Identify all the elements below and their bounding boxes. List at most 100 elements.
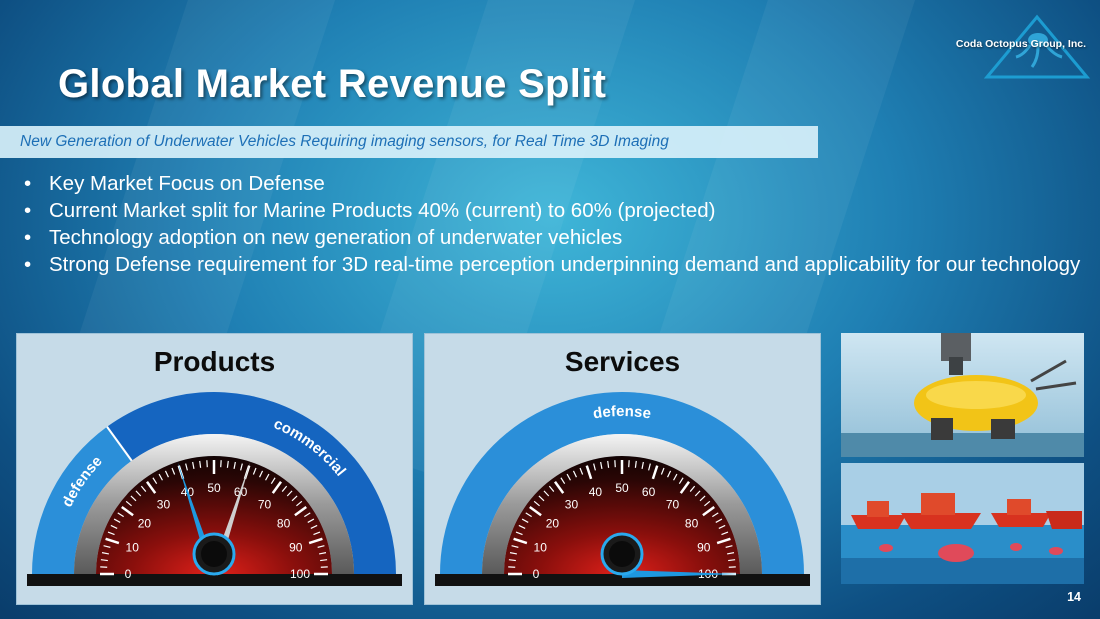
minor-tick: [607, 460, 610, 468]
minor-tick: [728, 559, 736, 562]
minor-tick: [240, 463, 243, 471]
red-vessels-underwater-photo: [841, 463, 1084, 584]
minor-tick: [158, 473, 163, 481]
bullet-item: • Key Market Focus on Defense: [22, 170, 1082, 197]
tick-label: 80: [685, 516, 699, 530]
minor-tick: [318, 552, 327, 555]
minor-tick: [634, 460, 637, 468]
minor-tick: [259, 470, 264, 478]
page-number: 14: [1067, 590, 1081, 604]
tick-label: 70: [666, 497, 680, 511]
minor-tick: [226, 460, 229, 468]
commercial-band: [107, 391, 397, 574]
gauge-face: [504, 456, 740, 574]
tick-label: 40: [589, 485, 603, 499]
yellow-auv-photo: [841, 333, 1084, 457]
bullet-dot: •: [24, 172, 32, 195]
major-tick: [513, 537, 528, 545]
minor-tick: [543, 490, 550, 497]
services-title: Services: [564, 346, 681, 377]
minor-tick: [678, 477, 684, 484]
minor-tick: [313, 531, 321, 536]
gauge-base: [27, 574, 402, 586]
minor-tick: [117, 512, 124, 518]
minor-tick: [100, 559, 108, 562]
minor-tick: [699, 495, 706, 502]
minor-tick: [107, 531, 115, 536]
minor-tick: [689, 485, 696, 492]
minor-tick: [515, 531, 523, 536]
tick-label: 20: [138, 516, 152, 530]
minor-tick: [525, 512, 532, 518]
gauge-base: [435, 574, 810, 586]
minor-tick: [199, 460, 202, 468]
minor-tick: [265, 473, 270, 481]
minor-tick: [307, 518, 315, 523]
bullet-text: Key Market Focus on Defense: [49, 172, 325, 195]
tick-label: 0: [125, 567, 132, 581]
gauge-rim: [482, 434, 762, 574]
minor-tick: [721, 531, 729, 536]
minor-tick: [560, 477, 566, 484]
tick-label: 10: [534, 540, 548, 554]
minor-tick: [579, 467, 584, 475]
major-tick: [716, 537, 731, 545]
minor-tick: [660, 467, 665, 475]
minor-tick: [320, 559, 328, 562]
minor-tick: [281, 485, 288, 492]
minor-tick: [252, 467, 257, 475]
minor-tick: [286, 490, 293, 497]
bullet-list: • Key Market Focus on Defense • Current Ma…: [22, 170, 1082, 278]
minor-tick: [521, 518, 529, 523]
major-tick: [105, 537, 120, 545]
minor-tick: [110, 524, 118, 529]
minor-tick: [140, 485, 147, 492]
octopus-logo-icon: [983, 14, 1091, 79]
minor-tick: [125, 500, 132, 507]
bullet-item: • Strong Defense requirement for 3D real-…: [22, 251, 1082, 278]
gauge-needle: [622, 570, 740, 578]
bullet-text: Strong Defense requirement for 3D real-t…: [49, 253, 1081, 276]
bullet-text: Technology adoption on new generation of…: [49, 226, 623, 249]
tick-label: 70: [258, 497, 272, 511]
minor-tick: [538, 495, 545, 502]
minor-tick: [291, 495, 298, 502]
minor-tick: [130, 495, 137, 502]
minor-tick: [508, 559, 516, 562]
major-tick: [294, 505, 307, 517]
tick-label: 30: [565, 497, 579, 511]
bullet-item: • Technology adoption on new generation o…: [22, 224, 1082, 251]
bullet-dot: •: [24, 226, 32, 249]
minor-tick: [648, 463, 651, 471]
defense-band: [440, 392, 804, 574]
minor-tick: [572, 470, 577, 478]
minor-tick: [548, 485, 555, 492]
arc-separator: [106, 426, 133, 462]
minor-tick: [270, 477, 276, 484]
minor-tick: [113, 518, 121, 523]
bullet-dot: •: [24, 199, 32, 222]
tick-label: 50: [207, 481, 221, 495]
needle-hub-center: [609, 541, 635, 567]
gauge-face: [96, 456, 332, 574]
minor-tick: [704, 500, 711, 507]
defense-arc-label: defense: [592, 403, 652, 422]
company-name: Coda Octopus Group, Inc.: [955, 38, 1086, 50]
tick-label: 80: [277, 516, 291, 530]
services-gauge: defense0102030405060708090100: [435, 392, 810, 586]
minor-tick: [725, 545, 733, 548]
minor-tick: [533, 500, 540, 507]
minor-tick: [192, 461, 195, 470]
minor-tick: [317, 545, 325, 548]
major-tick: [121, 505, 134, 517]
minor-tick: [135, 490, 142, 497]
major-tick: [702, 505, 715, 517]
slide-title: Global Market Revenue Split: [58, 62, 607, 106]
minor-tick: [310, 524, 318, 529]
minor-tick: [673, 473, 678, 481]
minor-tick: [593, 463, 596, 471]
subtitle-text: New Generation of Underwater Vehicles Re…: [20, 133, 669, 150]
bullet-item: • Current Market split for Marine Product…: [22, 197, 1082, 224]
tick-label: 50: [615, 481, 629, 495]
